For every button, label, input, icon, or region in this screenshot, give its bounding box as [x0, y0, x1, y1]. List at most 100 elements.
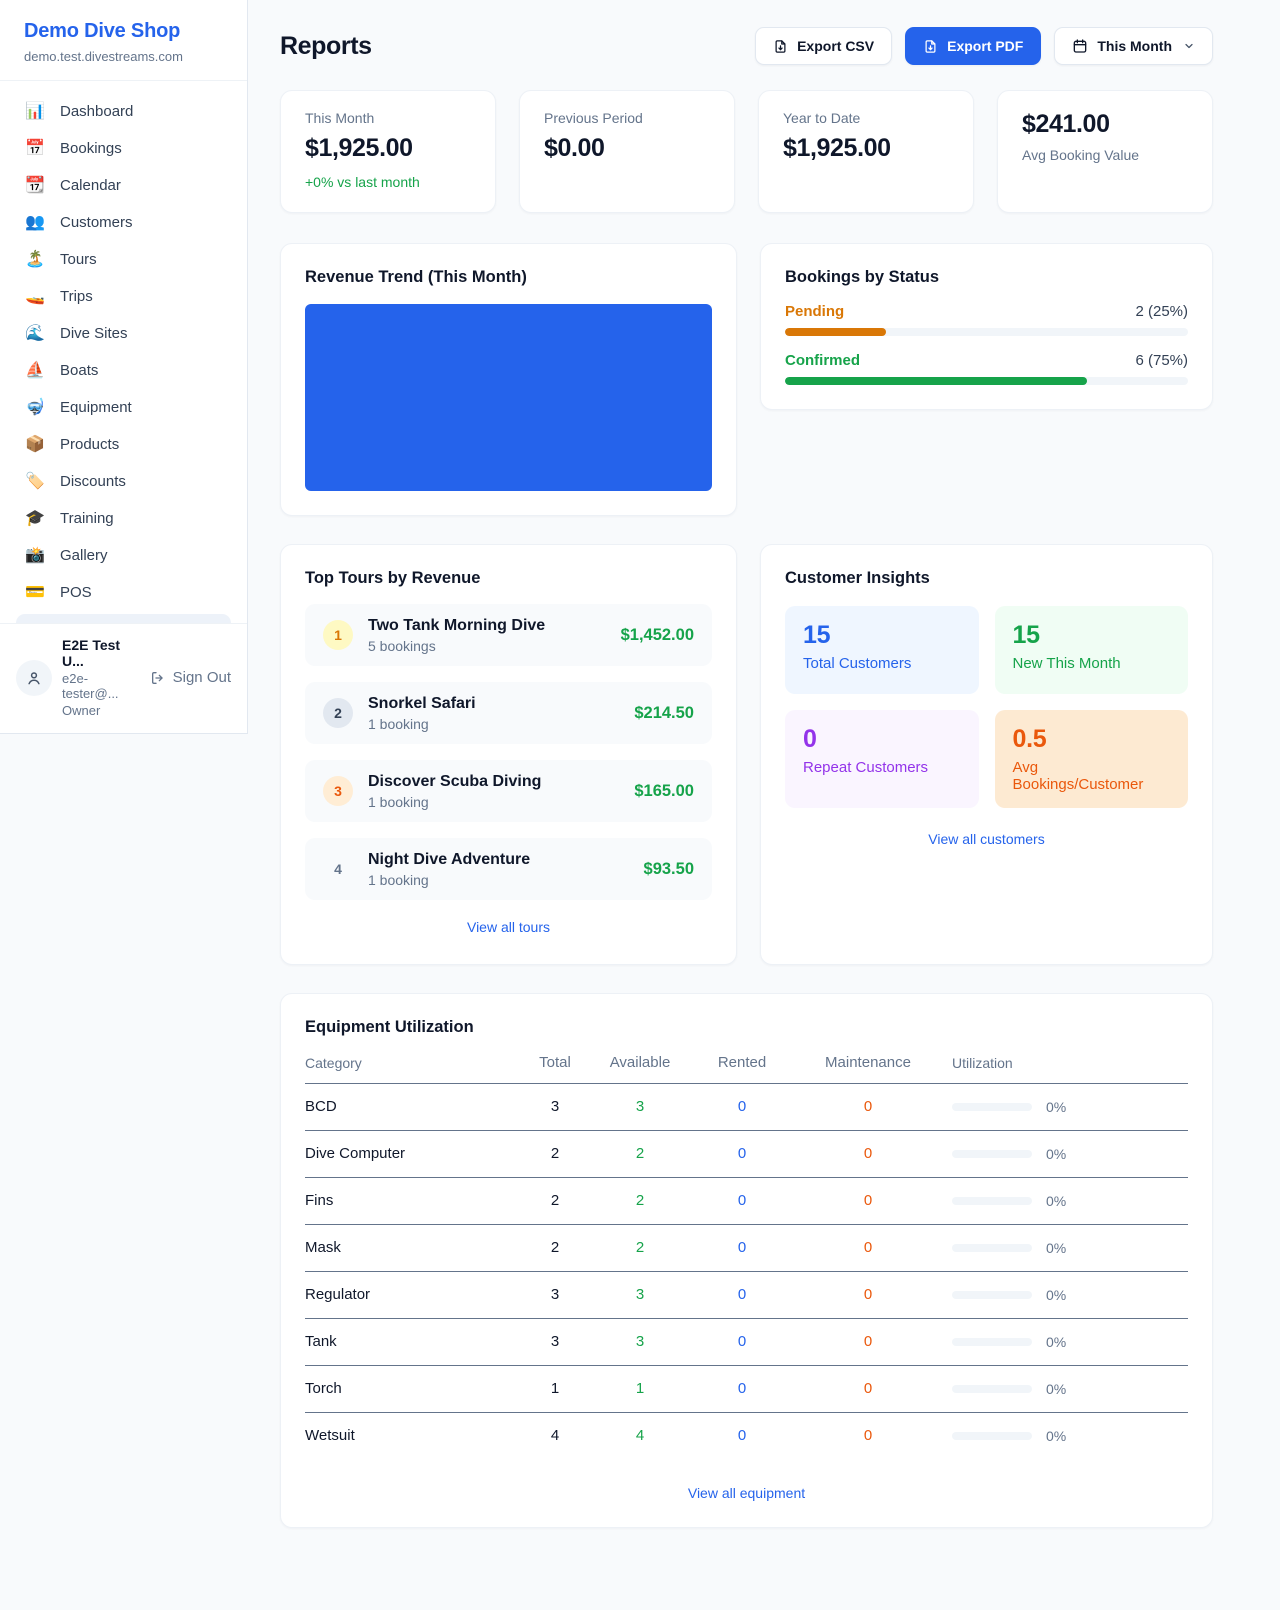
equipment-rented: 0 [737, 1098, 747, 1115]
sidebar-item-label: Trips [60, 288, 93, 305]
column-header: Rented [717, 1054, 767, 1071]
sidebar-item-training[interactable]: 🎓 Training [16, 500, 231, 537]
column-header: Category [305, 1054, 362, 1071]
status-bar-fill [785, 377, 1088, 385]
page-title: Reports [280, 31, 372, 60]
sidebar-item-discounts[interactable]: 🏷️ Discounts [16, 463, 231, 500]
status-row-pending: Pending 2 (25%) [785, 303, 1188, 336]
equipment-maintenance: 0 [863, 1192, 873, 1209]
rank-badge: 4 [334, 861, 342, 877]
equipment-total: 2 [550, 1145, 560, 1162]
view-all-customers-link[interactable]: View all customers [928, 831, 1045, 847]
stat-label: This Month [305, 110, 375, 126]
utilization-bar [952, 1102, 1032, 1111]
revenue-trend-title: Revenue Trend (This Month) [305, 268, 527, 286]
stat-value: $0.00 [544, 134, 605, 162]
calendar-date-icon: 📅 [25, 139, 45, 157]
view-all-tours-link[interactable]: View all tours [466, 919, 550, 935]
equipment-category: Tank [305, 1333, 337, 1350]
tour-amount: $214.50 [634, 703, 694, 722]
sidebar-item-boats[interactable]: ⛵ Boats [16, 352, 231, 389]
brand-title[interactable]: Demo Dive Shop [24, 20, 181, 42]
column-header: Total [539, 1054, 571, 1071]
stat-label: Previous Period [544, 110, 643, 126]
stat-card-previous-period: Previous Period $0.00 [519, 90, 735, 213]
view-all-equipment-link[interactable]: View all equipment [687, 1485, 806, 1501]
equipment-total: 4 [550, 1427, 560, 1444]
sidebar-item-dive-sites[interactable]: 🌊 Dive Sites [16, 315, 231, 352]
status-label: Pending [785, 303, 845, 320]
equipment-category: Dive Computer [305, 1145, 406, 1162]
tour-name: Night Dive Adventure [368, 850, 531, 868]
sidebar-header: Demo Dive Shop demo.test.divestreams.com [0, 0, 247, 81]
sidebar-item-label: Customers [60, 214, 133, 231]
stat-label: Year to Date [783, 110, 861, 126]
tour-name: Snorkel Safari [368, 694, 476, 712]
sidebar-item-gallery[interactable]: 📸 Gallery [16, 537, 231, 574]
sidebar-item-equipment[interactable]: 🤿 Equipment [16, 389, 231, 426]
stat-trend: +0% vs last month [305, 174, 420, 190]
tour-amount: $165.00 [634, 781, 694, 800]
equipment-maintenance: 0 [863, 1427, 873, 1444]
tour-amount: $1,452.00 [620, 625, 694, 644]
sidebar-item-pos[interactable]: 💳 POS [16, 574, 231, 611]
equipment-category: Mask [305, 1239, 341, 1256]
table-row: Fins 2 2 0 0 0% [305, 1178, 1188, 1225]
utilization-percent: 0% [1046, 1098, 1067, 1115]
tour-bookings: 1 booking [368, 715, 429, 732]
utilization-bar [952, 1290, 1032, 1299]
sign-out-icon [151, 671, 163, 684]
table-row: Dive Computer 2 2 0 0 0% [305, 1131, 1188, 1178]
equipment-total: 2 [550, 1192, 560, 1209]
tile-repeat-customers: 0 Repeat Customers [785, 710, 979, 808]
people-icon: 👥 [25, 213, 45, 231]
equipment-rented: 0 [737, 1380, 747, 1397]
sign-out-button[interactable]: Sign Out [150, 669, 231, 686]
revenue-trend-card: Revenue Trend (This Month) [280, 243, 737, 516]
table-row: Torch 1 1 0 0 0% [305, 1366, 1188, 1413]
equipment-category: Regulator [305, 1286, 371, 1303]
tour-bookings: 1 booking [368, 793, 429, 810]
tour-bookings: 5 bookings [368, 637, 436, 654]
revenue-trend-chart [305, 304, 712, 491]
export-pdf-button[interactable]: Export PDF [905, 27, 1042, 65]
table-row: Wetsuit 4 4 0 0 0% [305, 1413, 1188, 1459]
sidebar-item-dashboard[interactable]: 📊 Dashboard [16, 93, 231, 130]
tear-off-calendar-icon: 📆 [25, 176, 45, 194]
sidebar-item-active-partial[interactable] [16, 614, 231, 623]
rank-badge: 1 [323, 620, 353, 650]
utilization-percent: 0% [1046, 1145, 1067, 1162]
sidebar-item-label: Dive Sites [60, 325, 128, 342]
sidebar-item-trips[interactable]: 🚤 Trips [16, 278, 231, 315]
equipment-available: 2 [635, 1239, 645, 1256]
table-row: Tank 3 3 0 0 0% [305, 1319, 1188, 1366]
graduation-cap-icon: 🎓 [25, 509, 45, 527]
sidebar-item-label: Boats [60, 362, 99, 379]
table-row: Mask 2 2 0 0 0% [305, 1225, 1188, 1272]
equipment-total: 1 [550, 1380, 560, 1397]
utilization-percent: 0% [1046, 1380, 1067, 1397]
tile-label: New This Month [1012, 655, 1121, 672]
period-selector[interactable]: This Month [1054, 27, 1213, 65]
sidebar-item-calendar[interactable]: 📆 Calendar [16, 167, 231, 204]
equipment-rented: 0 [737, 1192, 747, 1209]
status-label: Confirmed [785, 352, 860, 369]
rank-badge: 2 [323, 698, 353, 728]
export-csv-button[interactable]: Export CSV [755, 27, 893, 65]
tile-avg-bookings-customer: 0.5 Avg Bookings/Customer [994, 710, 1188, 808]
equipment-available: 2 [635, 1145, 645, 1162]
sidebar-item-bookings[interactable]: 📅 Bookings [16, 130, 231, 167]
tours-insights-row: Top Tours by Revenue 1 Two Tank Morning … [280, 544, 1213, 965]
sidebar-item-tours[interactable]: 🏝️ Tours [16, 241, 231, 278]
equipment-available: 2 [635, 1192, 645, 1209]
package-icon: 📦 [25, 435, 45, 453]
tile-total-customers: 15 Total Customers [785, 606, 979, 694]
file-download-icon [925, 39, 936, 53]
sidebar-item-customers[interactable]: 👥 Customers [16, 204, 231, 241]
calendar-icon [1074, 39, 1087, 53]
sidebar-item-products[interactable]: 📦 Products [16, 426, 231, 463]
equipment-category: Fins [305, 1192, 334, 1209]
tile-label: Avg Bookings/Customer [1012, 759, 1144, 793]
tour-row: 1 Two Tank Morning Dive 5 bookings $1,45… [305, 604, 712, 666]
brand-domain: demo.test.divestreams.com [24, 49, 183, 64]
